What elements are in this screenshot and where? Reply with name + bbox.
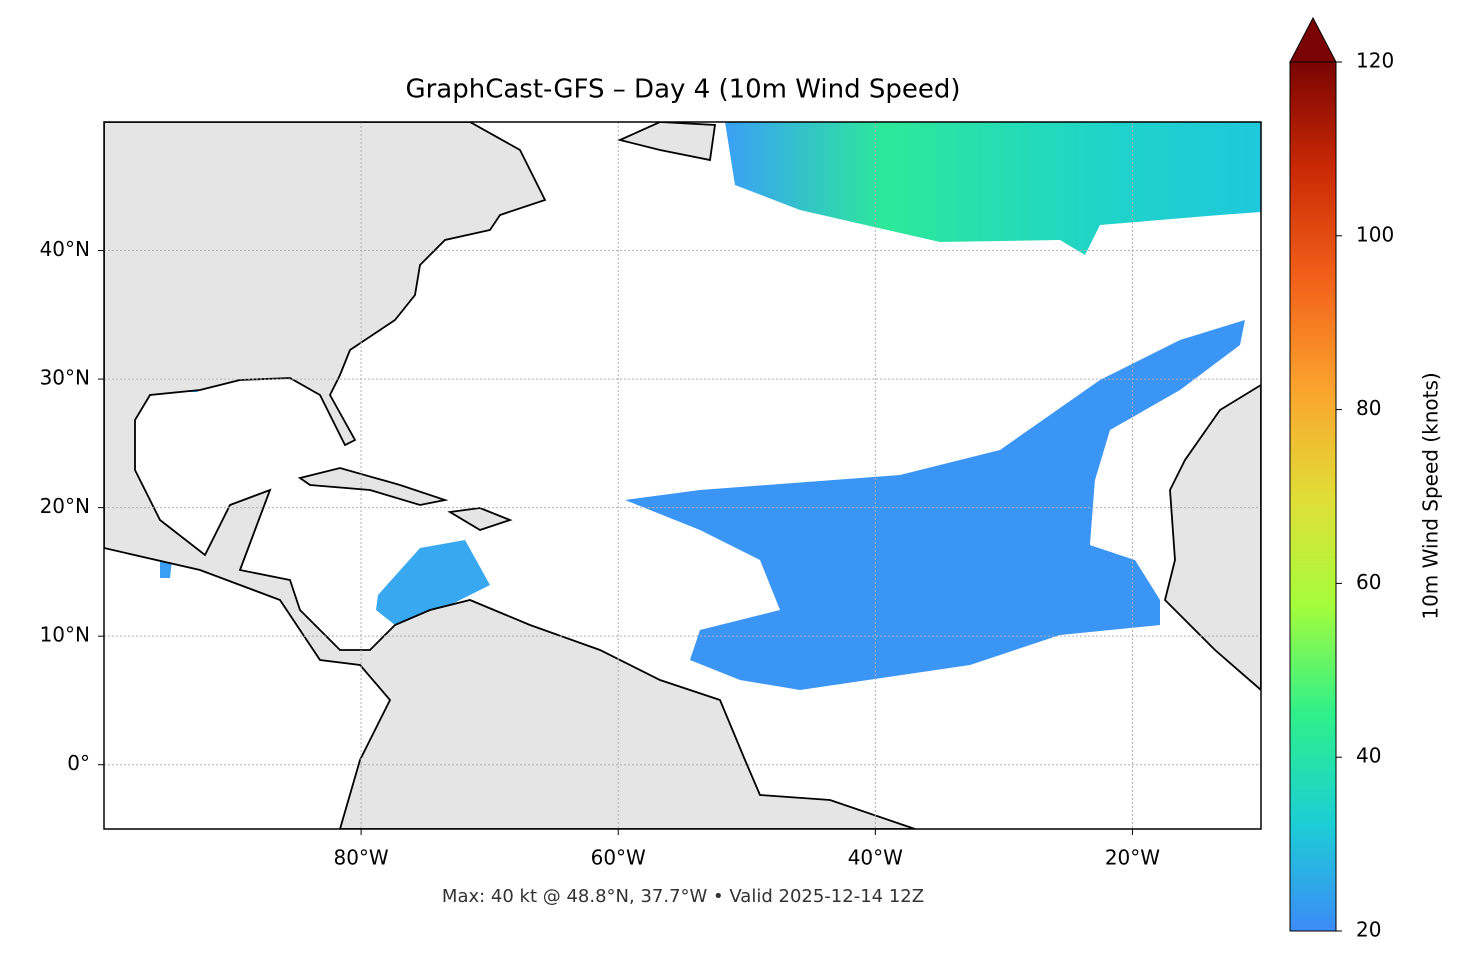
colorbar-extend <box>1289 16 1337 63</box>
colorbar-tick-label: 20 <box>1356 918 1381 942</box>
colorbar-label: 10m Wind Speed (knots) <box>1419 372 1443 619</box>
land-cuba <box>297 467 449 506</box>
land-africa <box>1164 383 1261 692</box>
y-tick-label: 30°N <box>40 366 90 390</box>
y-tick-label: 0° <box>67 751 90 775</box>
colorbar-tick-label: 80 <box>1356 396 1381 420</box>
colorbar <box>1289 61 1337 932</box>
wind-trade <box>625 320 1245 690</box>
map-frame <box>103 121 1262 830</box>
chart-title: GraphCast-GFS – Day 4 (10m Wind Speed) <box>405 75 960 105</box>
colorbar-tick-label: 40 <box>1356 744 1381 768</box>
x-tick-label: 80°W <box>333 846 388 870</box>
y-tick-label: 20°N <box>40 494 90 518</box>
y-tick-label: 40°N <box>40 237 90 261</box>
wind-caribbean <box>376 540 490 625</box>
colorbar-tick-label: 60 <box>1356 570 1381 594</box>
colorbar-tick-label: 120 <box>1356 49 1394 73</box>
wind-gap <box>1090 470 1180 560</box>
colorbar-tick-label: 100 <box>1356 222 1394 246</box>
y-tick-label: 10°N <box>40 623 90 647</box>
x-tick-label: 60°W <box>591 846 646 870</box>
land-hispaniola <box>447 507 513 531</box>
wind-north <box>725 122 1261 255</box>
x-tick-label: 40°W <box>848 846 903 870</box>
map <box>104 122 1261 829</box>
land-americas <box>104 122 916 829</box>
x-tick-label: 20°W <box>1105 846 1160 870</box>
land-newfoundland <box>617 122 717 162</box>
footnote: Max: 40 kt @ 48.8°N, 37.7°W • Valid 2025… <box>442 886 924 907</box>
